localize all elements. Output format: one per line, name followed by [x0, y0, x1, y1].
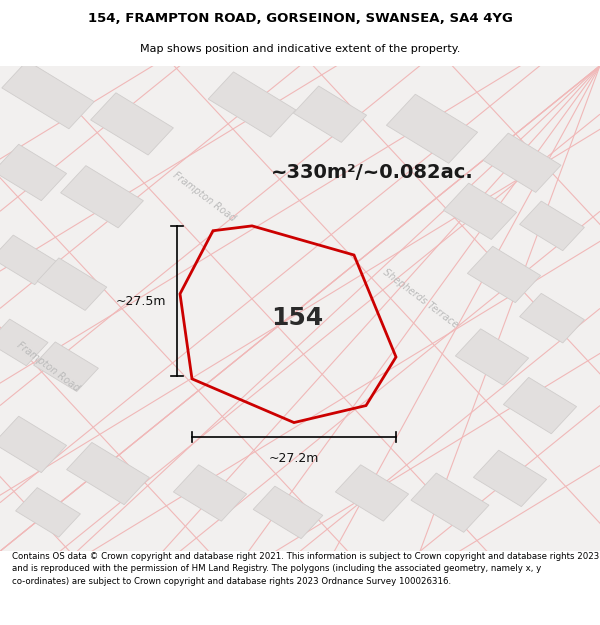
Text: ~27.2m: ~27.2m — [269, 452, 319, 465]
Polygon shape — [335, 465, 409, 521]
Polygon shape — [67, 442, 149, 504]
Polygon shape — [0, 319, 48, 366]
Polygon shape — [0, 144, 67, 201]
Polygon shape — [473, 450, 547, 507]
Polygon shape — [253, 486, 323, 539]
Polygon shape — [455, 329, 529, 385]
Text: 154: 154 — [271, 306, 323, 330]
Polygon shape — [34, 342, 98, 391]
Polygon shape — [61, 166, 143, 228]
Polygon shape — [16, 488, 80, 537]
Polygon shape — [483, 133, 561, 192]
Polygon shape — [293, 86, 367, 142]
Polygon shape — [386, 94, 478, 163]
Polygon shape — [467, 246, 541, 302]
Polygon shape — [91, 92, 173, 155]
Text: Contains OS data © Crown copyright and database right 2021. This information is : Contains OS data © Crown copyright and d… — [12, 552, 599, 586]
Polygon shape — [0, 235, 56, 284]
Text: Frampton Road: Frampton Road — [171, 170, 237, 224]
Polygon shape — [208, 72, 296, 137]
Polygon shape — [520, 293, 584, 343]
Polygon shape — [0, 66, 600, 551]
Polygon shape — [520, 201, 584, 251]
Text: ~330m²/~0.082ac.: ~330m²/~0.082ac. — [271, 163, 473, 182]
Polygon shape — [2, 61, 94, 129]
Text: ~27.5m: ~27.5m — [116, 294, 166, 308]
Polygon shape — [411, 473, 489, 532]
Polygon shape — [0, 416, 67, 472]
Text: 154, FRAMPTON ROAD, GORSEINON, SWANSEA, SA4 4YG: 154, FRAMPTON ROAD, GORSEINON, SWANSEA, … — [88, 12, 512, 25]
Polygon shape — [443, 183, 517, 239]
Text: Shepherds Terrace: Shepherds Terrace — [380, 268, 460, 330]
Text: Frampton Road: Frampton Road — [15, 340, 81, 393]
Polygon shape — [503, 378, 577, 434]
Polygon shape — [37, 258, 107, 311]
Polygon shape — [173, 465, 247, 521]
Text: Map shows position and indicative extent of the property.: Map shows position and indicative extent… — [140, 44, 460, 54]
